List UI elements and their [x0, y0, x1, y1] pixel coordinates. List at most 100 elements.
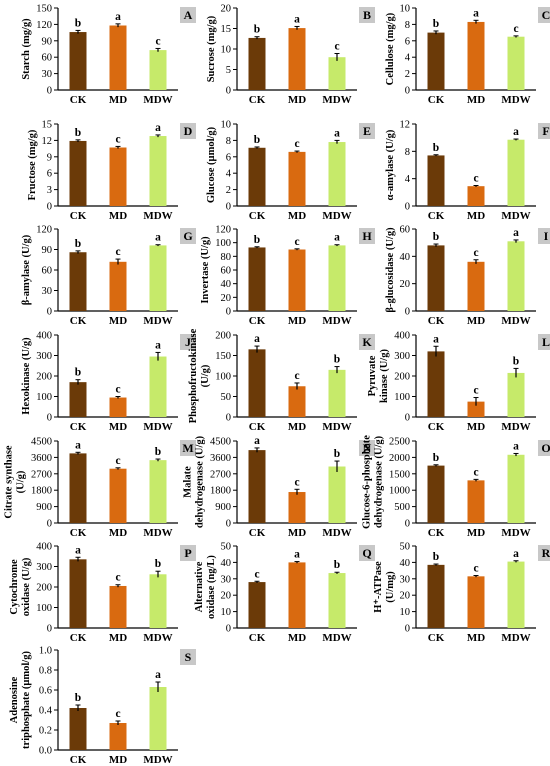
bar-CK [248, 247, 266, 311]
category-label: MD [109, 94, 127, 106]
y-tick-label: 900 [36, 502, 52, 513]
panel-C: 0 2 4 6 8 10 b CK a MD c MDW C Cellulose (mg/g) [385, 4, 550, 106]
y-tick-label: 150 [36, 4, 52, 15]
significance-letter: b [75, 238, 81, 250]
y-tick-label: 2700 [210, 469, 231, 480]
category-label: CK [70, 754, 87, 766]
y-tick-label: 400 [36, 542, 52, 553]
bar-CK [69, 453, 87, 523]
bar-MD [467, 401, 485, 417]
bar-CK [427, 564, 445, 628]
y-tick-label: 40 [221, 558, 232, 569]
y-tick-label: 2000 [389, 453, 410, 464]
y-axis-title: Glucose (µmol/g) [206, 126, 217, 203]
significance-letter: b [254, 134, 260, 146]
category-label: MD [467, 94, 485, 106]
y-tick-label: 0 [405, 624, 410, 635]
panel-D: 0 3 6 9 12 15 b CK c MD a MDW D Fructose (mg/g) [27, 120, 196, 222]
significance-letter: c [334, 41, 339, 53]
y-tick-label: 50 [400, 542, 411, 553]
y-axis-title: triphosphate (µmol/g) [21, 651, 32, 749]
category-label: MDW [143, 94, 172, 106]
y-axis-title: β-glucosidase (U/g) [385, 227, 396, 313]
category-label: MDW [322, 315, 351, 327]
significance-letter: c [513, 23, 518, 35]
bar-CK [69, 559, 87, 628]
significance-letter: b [254, 24, 260, 36]
panel-label: C [542, 8, 550, 22]
y-tick-label: 0 [47, 624, 52, 635]
y-tick-label: 0 [47, 519, 52, 530]
category-label: MDW [143, 632, 172, 644]
bar-MD [467, 21, 485, 90]
bar-MD [467, 186, 485, 206]
y-tick-label: 2 [226, 185, 231, 196]
bar-CK [427, 351, 445, 417]
bar-MDW [507, 454, 525, 523]
bar-CK [69, 708, 87, 750]
bar-MDW [149, 245, 167, 311]
category-label: MDW [143, 527, 172, 539]
y-tick-label: 100 [215, 238, 231, 249]
category-label: CK [70, 527, 87, 539]
panel-label-box [359, 440, 375, 456]
panel-label: E [363, 124, 371, 138]
panel-H: 0 20 40 60 80 100 120 b CK c MD a MDW H Invertase (U/g… [200, 225, 375, 327]
category-label: MDW [322, 527, 351, 539]
panel-label: F [542, 124, 549, 138]
significance-letter: a [513, 440, 519, 452]
category-label: MD [288, 94, 306, 106]
significance-letter: a [75, 544, 81, 556]
panel-label: L [542, 335, 550, 349]
bar-MDW [149, 136, 167, 206]
category-label: MDW [501, 527, 530, 539]
y-axis-title: Phosphofructokinase [188, 328, 199, 423]
panel-label: P [184, 546, 191, 560]
panel-label: H [362, 229, 372, 243]
y-tick-label: 0 [47, 202, 52, 213]
significance-letter: b [334, 354, 340, 366]
category-label: MDW [322, 210, 351, 222]
bar-CK [248, 147, 266, 206]
y-tick-label: 5 [226, 65, 231, 76]
category-label: MD [109, 527, 127, 539]
panel-label-box [359, 545, 375, 561]
panel-N: 0 900 1800 2700 3600 4500 a CK c MD b MDW N Malate deh… [183, 435, 375, 539]
bar-MD [109, 585, 127, 628]
y-tick-label: 60 [221, 266, 232, 277]
y-axis-title: (U/g) [16, 470, 27, 493]
bar-CK [248, 582, 266, 628]
y-axis-title: Hexokinase (U/g) [21, 337, 32, 415]
bar-MDW [328, 369, 346, 417]
significance-letter: b [75, 692, 81, 704]
category-label: MDW [322, 421, 351, 433]
bar-MDW [149, 687, 167, 750]
panel-M: 0 900 1800 2700 3600 4500 a CK c MD b MDW M Citrate s… [4, 437, 196, 539]
category-label: MDW [501, 210, 530, 222]
y-tick-label: 100 [36, 603, 52, 614]
y-tick-label: 3 [47, 185, 52, 196]
y-tick-label: 8 [405, 147, 410, 158]
bar-CK [427, 465, 445, 523]
significance-letter: b [433, 231, 439, 243]
y-axis-title: Alternative [194, 561, 205, 612]
category-label: CK [428, 94, 445, 106]
y-tick-label: 1500 [389, 469, 410, 480]
category-label: MDW [143, 421, 172, 433]
category-label: CK [70, 315, 87, 327]
significance-letter: c [115, 708, 120, 720]
bar-MDW [507, 241, 525, 311]
y-axis-title: Sucrose (mg/g) [206, 15, 217, 82]
category-label: MD [467, 210, 485, 222]
y-tick-label: 12 [400, 120, 411, 131]
significance-letter: b [334, 559, 340, 571]
panel-B: 0 5 10 15 20 b CK a MD c MDW B Sucrose (mg/g) [206, 4, 375, 106]
bar-MD [109, 147, 127, 206]
significance-letter: c [473, 247, 478, 259]
y-tick-label: 20 [221, 293, 232, 304]
category-label: MDW [501, 421, 530, 433]
y-axis-title: Cellulose (mg/g) [385, 12, 396, 85]
panel-label-box [180, 7, 196, 23]
category-label: MDW [143, 210, 172, 222]
